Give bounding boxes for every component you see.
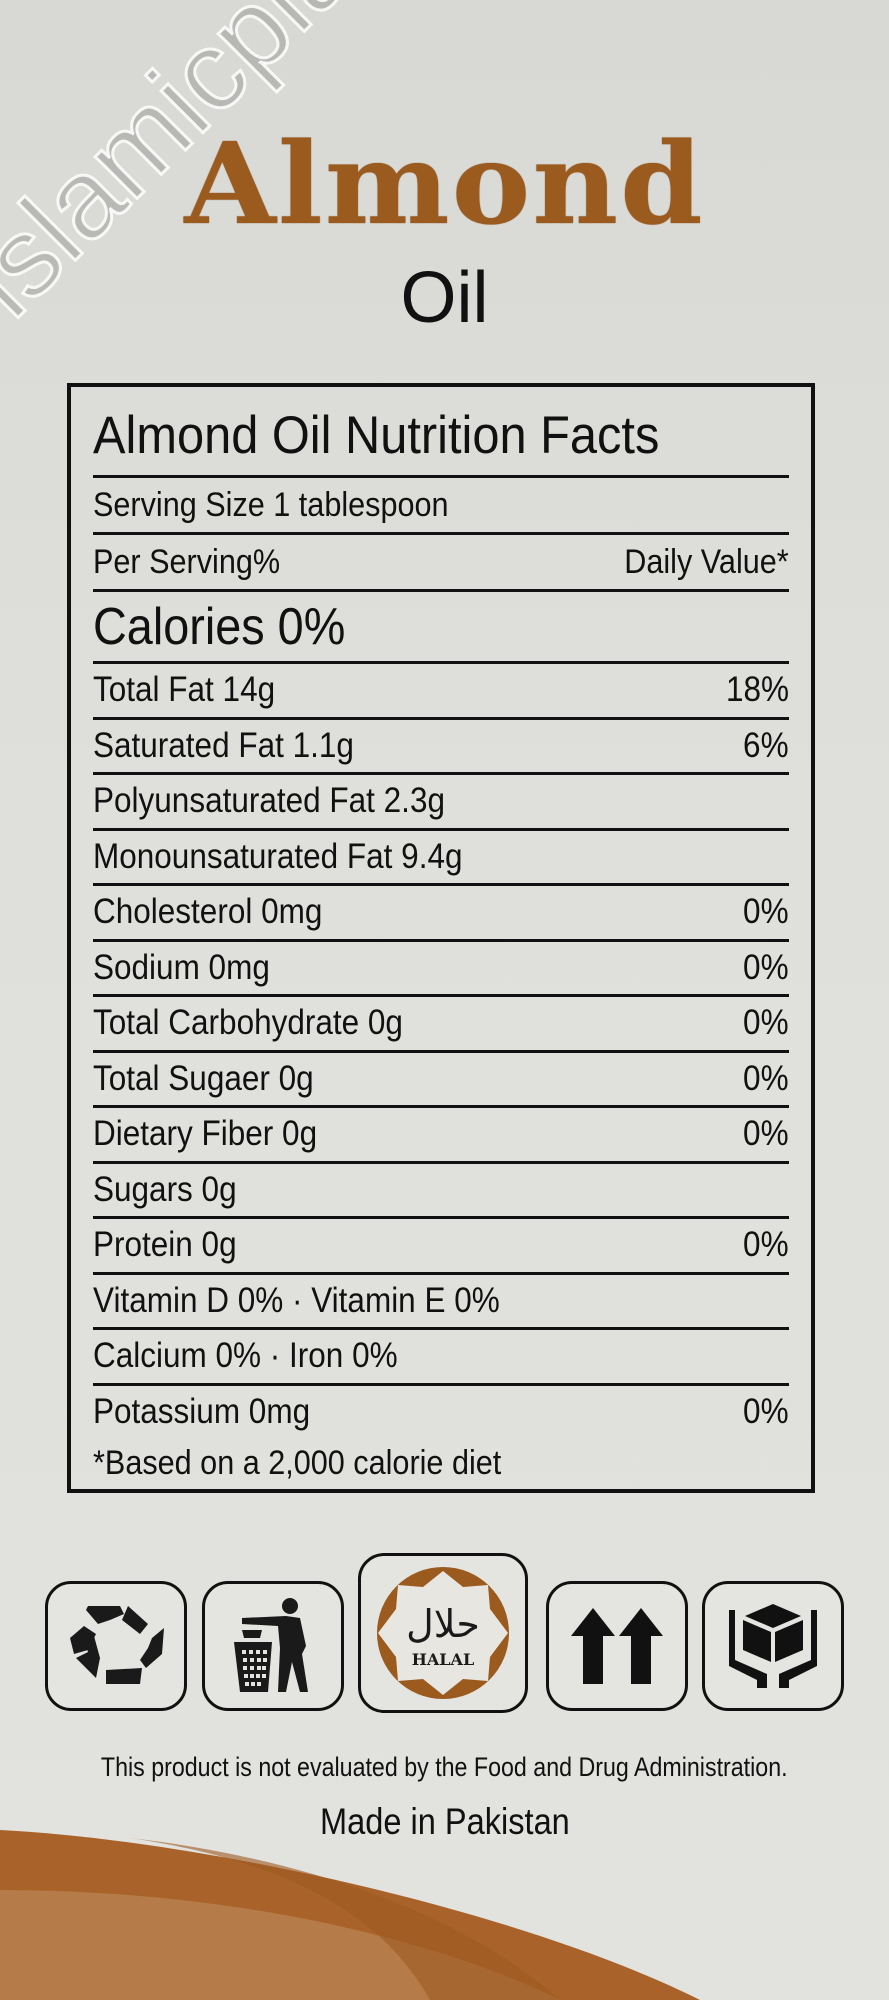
nutrient-dv: 6% [743,725,789,765]
brand-name: Almond [184,117,705,250]
halal-symbol: حلال HALAL [358,1553,528,1713]
footnote: *Based on a 2,000 calorie diet [93,1443,502,1482]
per-serving-label: Per Serving% [93,542,281,581]
svg-text:حلال: حلال [406,1602,480,1646]
nutrient-label: Saturated Fat 1.1g [93,725,354,765]
nutrient-dv: 0% [743,947,789,987]
nutrient-dv: 0% [743,1114,789,1154]
dv-header-row: Per Serving% Daily Value* [93,532,789,589]
daily-value-header: Daily Value* [624,542,789,581]
nutrient-row: Polyunsaturated Fat 2.3g [93,772,789,828]
nutrient-row: Sugars 0g [93,1160,789,1217]
nutrient-label: Protein 0g [93,1225,237,1265]
handle-with-care-icon [729,1604,817,1688]
nutrient-row: Potassium 0mg 0% [93,1382,789,1439]
nutrient-dv: 0% [743,1003,789,1043]
disclaimer-text: This product is not evaluated by the Foo… [101,1752,788,1782]
footnote-row: *Based on a 2,000 calorie diet [93,1438,789,1488]
nutrient-label: Calcium 0% · Iron 0% [93,1336,398,1376]
calories-row: Calories 0% [93,589,789,661]
country-of-origin: Made in Pakistan [0,1801,889,1843]
nutrient-label: Total Fat 14g [93,670,276,710]
decorative-swoosh [0,1830,700,2000]
nutrient-row: Total Fat 14g 18% [93,661,789,717]
nutrition-title: Almond Oil Nutrition Facts [93,406,660,465]
nutrient-row: Protein 0g 0% [93,1216,789,1272]
nutrient-label: Vitamin D 0% · Vitamin E 0% [93,1280,500,1320]
nutrient-dv: 0% [743,892,789,932]
nutrient-label: Polyunsaturated Fat 2.3g [93,781,445,821]
nutrient-row: Dietary Fiber 0g 0% [93,1105,789,1161]
nutrient-row: Cholesterol 0mg 0% [93,883,789,939]
nutrient-row: Sodium 0mg 0% [93,938,789,995]
nutrient-dv: 0% [743,1391,789,1431]
nutrient-label: Monounsaturated Fat 9.4g [93,836,463,876]
this-way-up-icon [571,1608,663,1684]
nutrient-row: Monounsaturated Fat 9.4g [93,827,789,884]
nutrient-dv: 18% [725,670,789,710]
nutrient-label: Total Sugaer 0g [93,1058,314,1098]
calories: Calories 0% [93,597,346,656]
this-way-up-symbol [546,1581,688,1711]
fda-disclaimer: This product is not evaluated by the Foo… [0,1752,889,1783]
svg-text:HALAL: HALAL [412,1650,474,1669]
serving-size: Serving Size 1 tablespoon [93,485,449,524]
tidyman-dispose-icon [234,1598,308,1692]
nutrient-row: Total Sugaer 0g 0% [93,1049,789,1106]
nutrient-label: Sodium 0mg [93,947,270,987]
nutrient-label: Potassium 0mg [93,1391,311,1431]
origin-text: Made in Pakistan [319,1801,570,1842]
packaging-symbols: حلال HALAL [0,1553,889,1713]
brand-subtitle: Oil [400,258,489,338]
serving-size-row: Serving Size 1 tablespoon [93,475,789,532]
nutrient-row: Total Carbohydrate 0g 0% [93,994,789,1050]
nutrient-label: Dietary Fiber 0g [93,1114,318,1154]
nutrient-label: Sugars 0g [93,1169,237,1209]
nutrient-row: Saturated Fat 1.1g 6% [93,716,789,773]
recycle-symbol [45,1581,187,1711]
halal-icon: حلال HALAL [377,1566,509,1699]
recycle-icon [70,1606,164,1684]
nutrient-dv: 0% [743,1225,789,1265]
dispose-symbol [202,1581,344,1711]
nutrient-label: Total Carbohydrate 0g [93,1003,403,1043]
nutrition-facts-panel: Almond Oil Nutrition Facts Serving Size … [67,383,815,1493]
handle-with-care-symbol [702,1581,844,1711]
nutrient-dv: 0% [743,1058,789,1098]
nutrient-row: Vitamin D 0% · Vitamin E 0% [93,1271,789,1328]
nutrient-row: Calcium 0% · Iron 0% [93,1327,789,1383]
nutrient-label: Cholesterol 0mg [93,892,323,932]
